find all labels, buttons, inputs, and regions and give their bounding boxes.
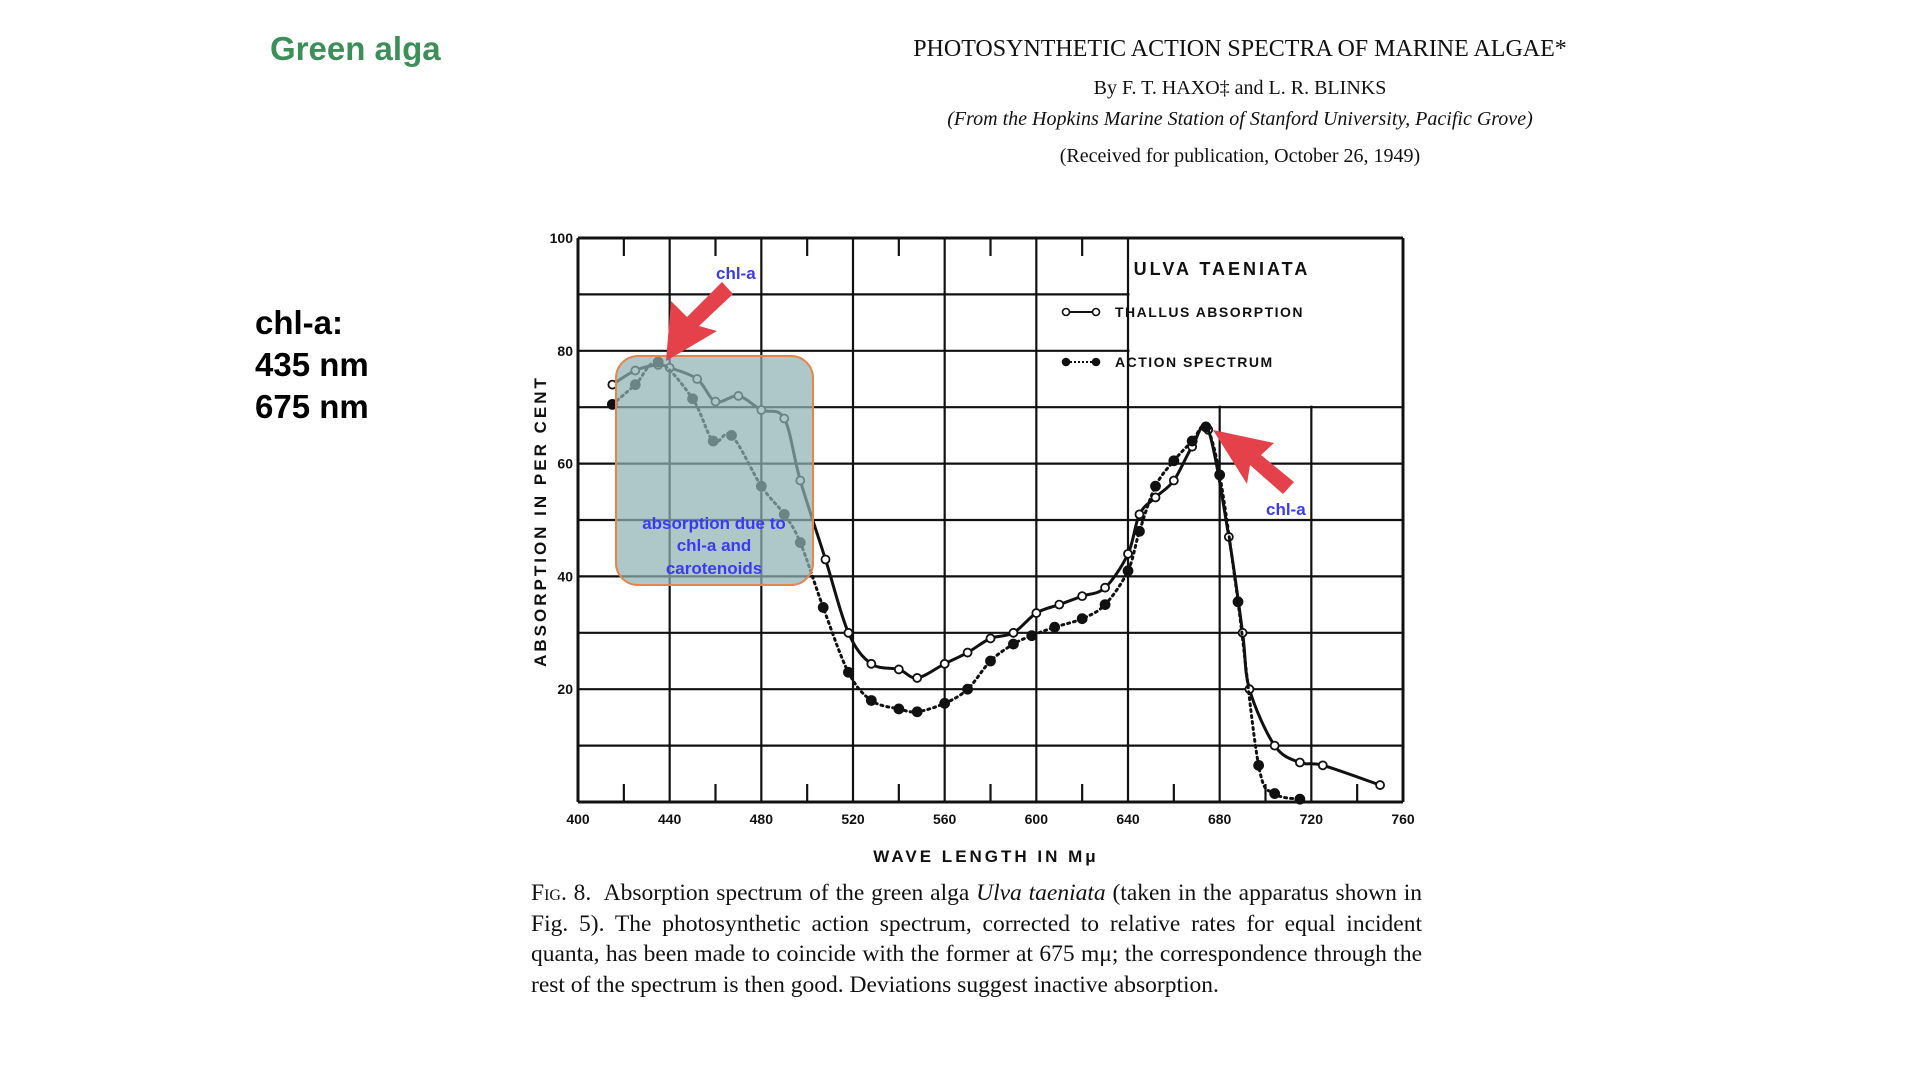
thallus-point [1317,760,1328,771]
caption-text: Absorption spectrum of the green alga [603,880,977,906]
legend-marker [1091,307,1101,317]
thallus-point [1269,740,1280,751]
action-point [1214,469,1226,481]
action-point [1076,613,1088,625]
note-line: chl-a: [255,304,344,341]
legend-label: ACTION SPECTRUM [1115,354,1274,370]
arrow-label-chl-a-red: chl-a [1266,500,1306,519]
y-tick-label: 100 [550,230,574,246]
action-point [1008,638,1019,650]
action-point [1049,621,1061,633]
paper-affiliation: (From the Hopkins Marine Station of Stan… [947,108,1533,130]
legend-marker [1061,307,1071,317]
box-label-line: chl-a and [677,536,752,555]
action-point [1168,455,1180,467]
action-point [1150,480,1161,492]
note-line: 675 nm [255,388,369,425]
action-point [962,683,973,695]
red-arrow-icon [1213,430,1294,494]
x-tick-label: 600 [1025,811,1049,827]
legend-label: THALLUS ABSORPTION [1115,304,1304,320]
legend-background [1129,239,1402,406]
legend-marker [1091,357,1101,367]
thallus-point [1168,475,1179,486]
paper-title: PHOTOSYNTHETIC ACTION SPECTRA OF MARINE … [913,36,1567,62]
chart-legend: THALLUS ABSORPTION ACTION SPECTRUM [1061,304,1304,370]
paper-authors: By F. T. HAXO‡ and L. R. BLINKS [1093,77,1387,99]
y-axis-label: ABSORPTION IN PER CENT [531,375,550,667]
chart-labels: 400 440 480 520 560 600 640 680 720 760 20 40 60 80 10… [550,230,1415,827]
thallus-point [1134,509,1145,520]
x-tick-label: 760 [1391,811,1415,827]
action-point [1026,630,1038,642]
box-label-line: carotenoids [666,559,762,578]
highlight-box [615,355,814,586]
thallus-point [1054,599,1065,610]
x-tick-label: 480 [750,811,774,827]
chart-title: ULVA TAENIATA [1134,259,1311,279]
x-tick-label: 720 [1300,811,1324,827]
x-tick-label: 400 [566,811,590,827]
action-point [939,697,951,709]
y-tick-label: 80 [557,343,573,359]
box-label-line: absorption due to [642,514,786,533]
figure-caption: Fig. 8. Absorption spectrum of the green… [531,878,1422,1000]
thallus-point [893,664,904,675]
action-point [1269,788,1281,799]
action-point [911,706,923,718]
thallus-point [1150,492,1161,503]
x-axis-label: WAVE LENGTH IN Mμ [873,847,1098,866]
action-point [1294,793,1306,805]
note-line: 435 nm [255,346,369,383]
chl-a-peaks-note: chl-a: 435 nm 675 nm [255,302,369,428]
y-tick-label: 40 [557,568,573,584]
thallus-point [1077,591,1088,602]
x-tick-label: 680 [1208,811,1232,827]
thallus-point [985,633,996,644]
thallus-point [1375,780,1385,790]
action-point [1253,759,1265,771]
thallus-point [962,647,973,658]
action-point [1099,599,1111,610]
caption-text: (taken in the apparatus shown in Fig. 5)… [531,880,1422,998]
thallus-point [820,554,831,565]
thallus-point [1008,627,1019,638]
action-point [985,655,996,667]
red-arrow-icon [666,282,733,361]
action-point [865,695,877,706]
x-tick-label: 640 [1116,811,1140,827]
thallus-point [912,673,923,683]
action-point [1134,525,1145,537]
action-point [1232,596,1244,608]
action-point [843,666,854,678]
action-point [1122,565,1134,577]
action-point [817,602,829,613]
caption-species: Ulva taeniata [976,880,1106,906]
action-point [1186,435,1198,447]
x-tick-label: 440 [658,811,682,827]
x-tick-label: 560 [933,811,957,827]
legend-marker [1061,357,1071,367]
thallus-point [1100,582,1110,593]
thallus-point [1123,548,1133,559]
thallus-point [866,658,877,669]
paper-header: PHOTOSYNTHETIC ACTION SPECTRA OF MARINE … [880,36,1600,168]
thallus-point [1294,757,1305,768]
caption-label: Fig. 8. [531,880,592,906]
x-tick-label: 520 [841,811,865,827]
thallus-point [939,658,950,669]
arrow-label-chl-a-blue: chl-a [716,264,756,283]
action-point [1200,421,1212,433]
paper-received: (Received for publication, October 26, 1… [1059,145,1421,167]
thallus-point [843,627,854,638]
y-tick-label: 60 [557,456,573,472]
thallus-point [1031,608,1042,618]
slide-title: Green alga [270,30,441,67]
action-point [893,703,905,715]
y-tick-label: 20 [557,681,573,697]
